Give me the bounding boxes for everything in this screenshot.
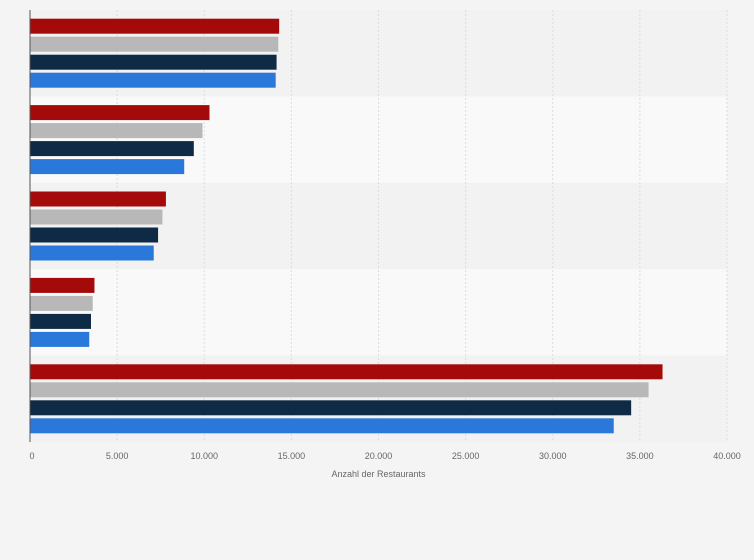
bar-group2-series1[interactable] bbox=[30, 105, 210, 121]
x-tick-label: 25.000 bbox=[452, 451, 480, 461]
x-tick-label: 15.000 bbox=[278, 451, 306, 461]
bar-group1-series3[interactable] bbox=[30, 54, 277, 70]
bars bbox=[30, 18, 663, 434]
bar-group2-series3[interactable] bbox=[30, 141, 194, 157]
bar-group4-series3[interactable] bbox=[30, 313, 91, 329]
bar-group5-series2[interactable] bbox=[30, 382, 649, 398]
bar-group4-series2[interactable] bbox=[30, 295, 93, 311]
bar-group4-series1[interactable] bbox=[30, 277, 95, 293]
bar-group4-series4[interactable] bbox=[30, 331, 90, 347]
bar-group2-series2[interactable] bbox=[30, 123, 203, 139]
x-tick-label: 35.000 bbox=[626, 451, 654, 461]
x-axis-title: Anzahl der Restaurants bbox=[331, 469, 426, 479]
x-tick-label: 30.000 bbox=[539, 451, 567, 461]
x-tick-label: 5.000 bbox=[106, 451, 129, 461]
x-tick-label: 10.000 bbox=[190, 451, 218, 461]
bar-group2-series4[interactable] bbox=[30, 159, 185, 175]
x-tick-labels: 0 5.000 10.000 15.000 20.000 25.000 30.000 35.0… bbox=[29, 451, 740, 461]
bar-group1-series1[interactable] bbox=[30, 18, 280, 34]
bar-group3-series1[interactable] bbox=[30, 191, 166, 207]
bar-group3-series3[interactable] bbox=[30, 227, 159, 243]
bar-group3-series2[interactable] bbox=[30, 209, 163, 225]
bar-group5-series3[interactable] bbox=[30, 400, 632, 416]
x-tick-label: 40.000 bbox=[713, 451, 741, 461]
x-tick-label: 0 bbox=[29, 451, 34, 461]
bar-group1-series2[interactable] bbox=[30, 36, 279, 52]
bar-group5-series4[interactable] bbox=[30, 418, 614, 434]
bar-group3-series4[interactable] bbox=[30, 245, 154, 261]
bar-group1-series4[interactable] bbox=[30, 72, 276, 88]
bar-group5-series1[interactable] bbox=[30, 364, 663, 380]
x-tick-label: 20.000 bbox=[365, 451, 393, 461]
